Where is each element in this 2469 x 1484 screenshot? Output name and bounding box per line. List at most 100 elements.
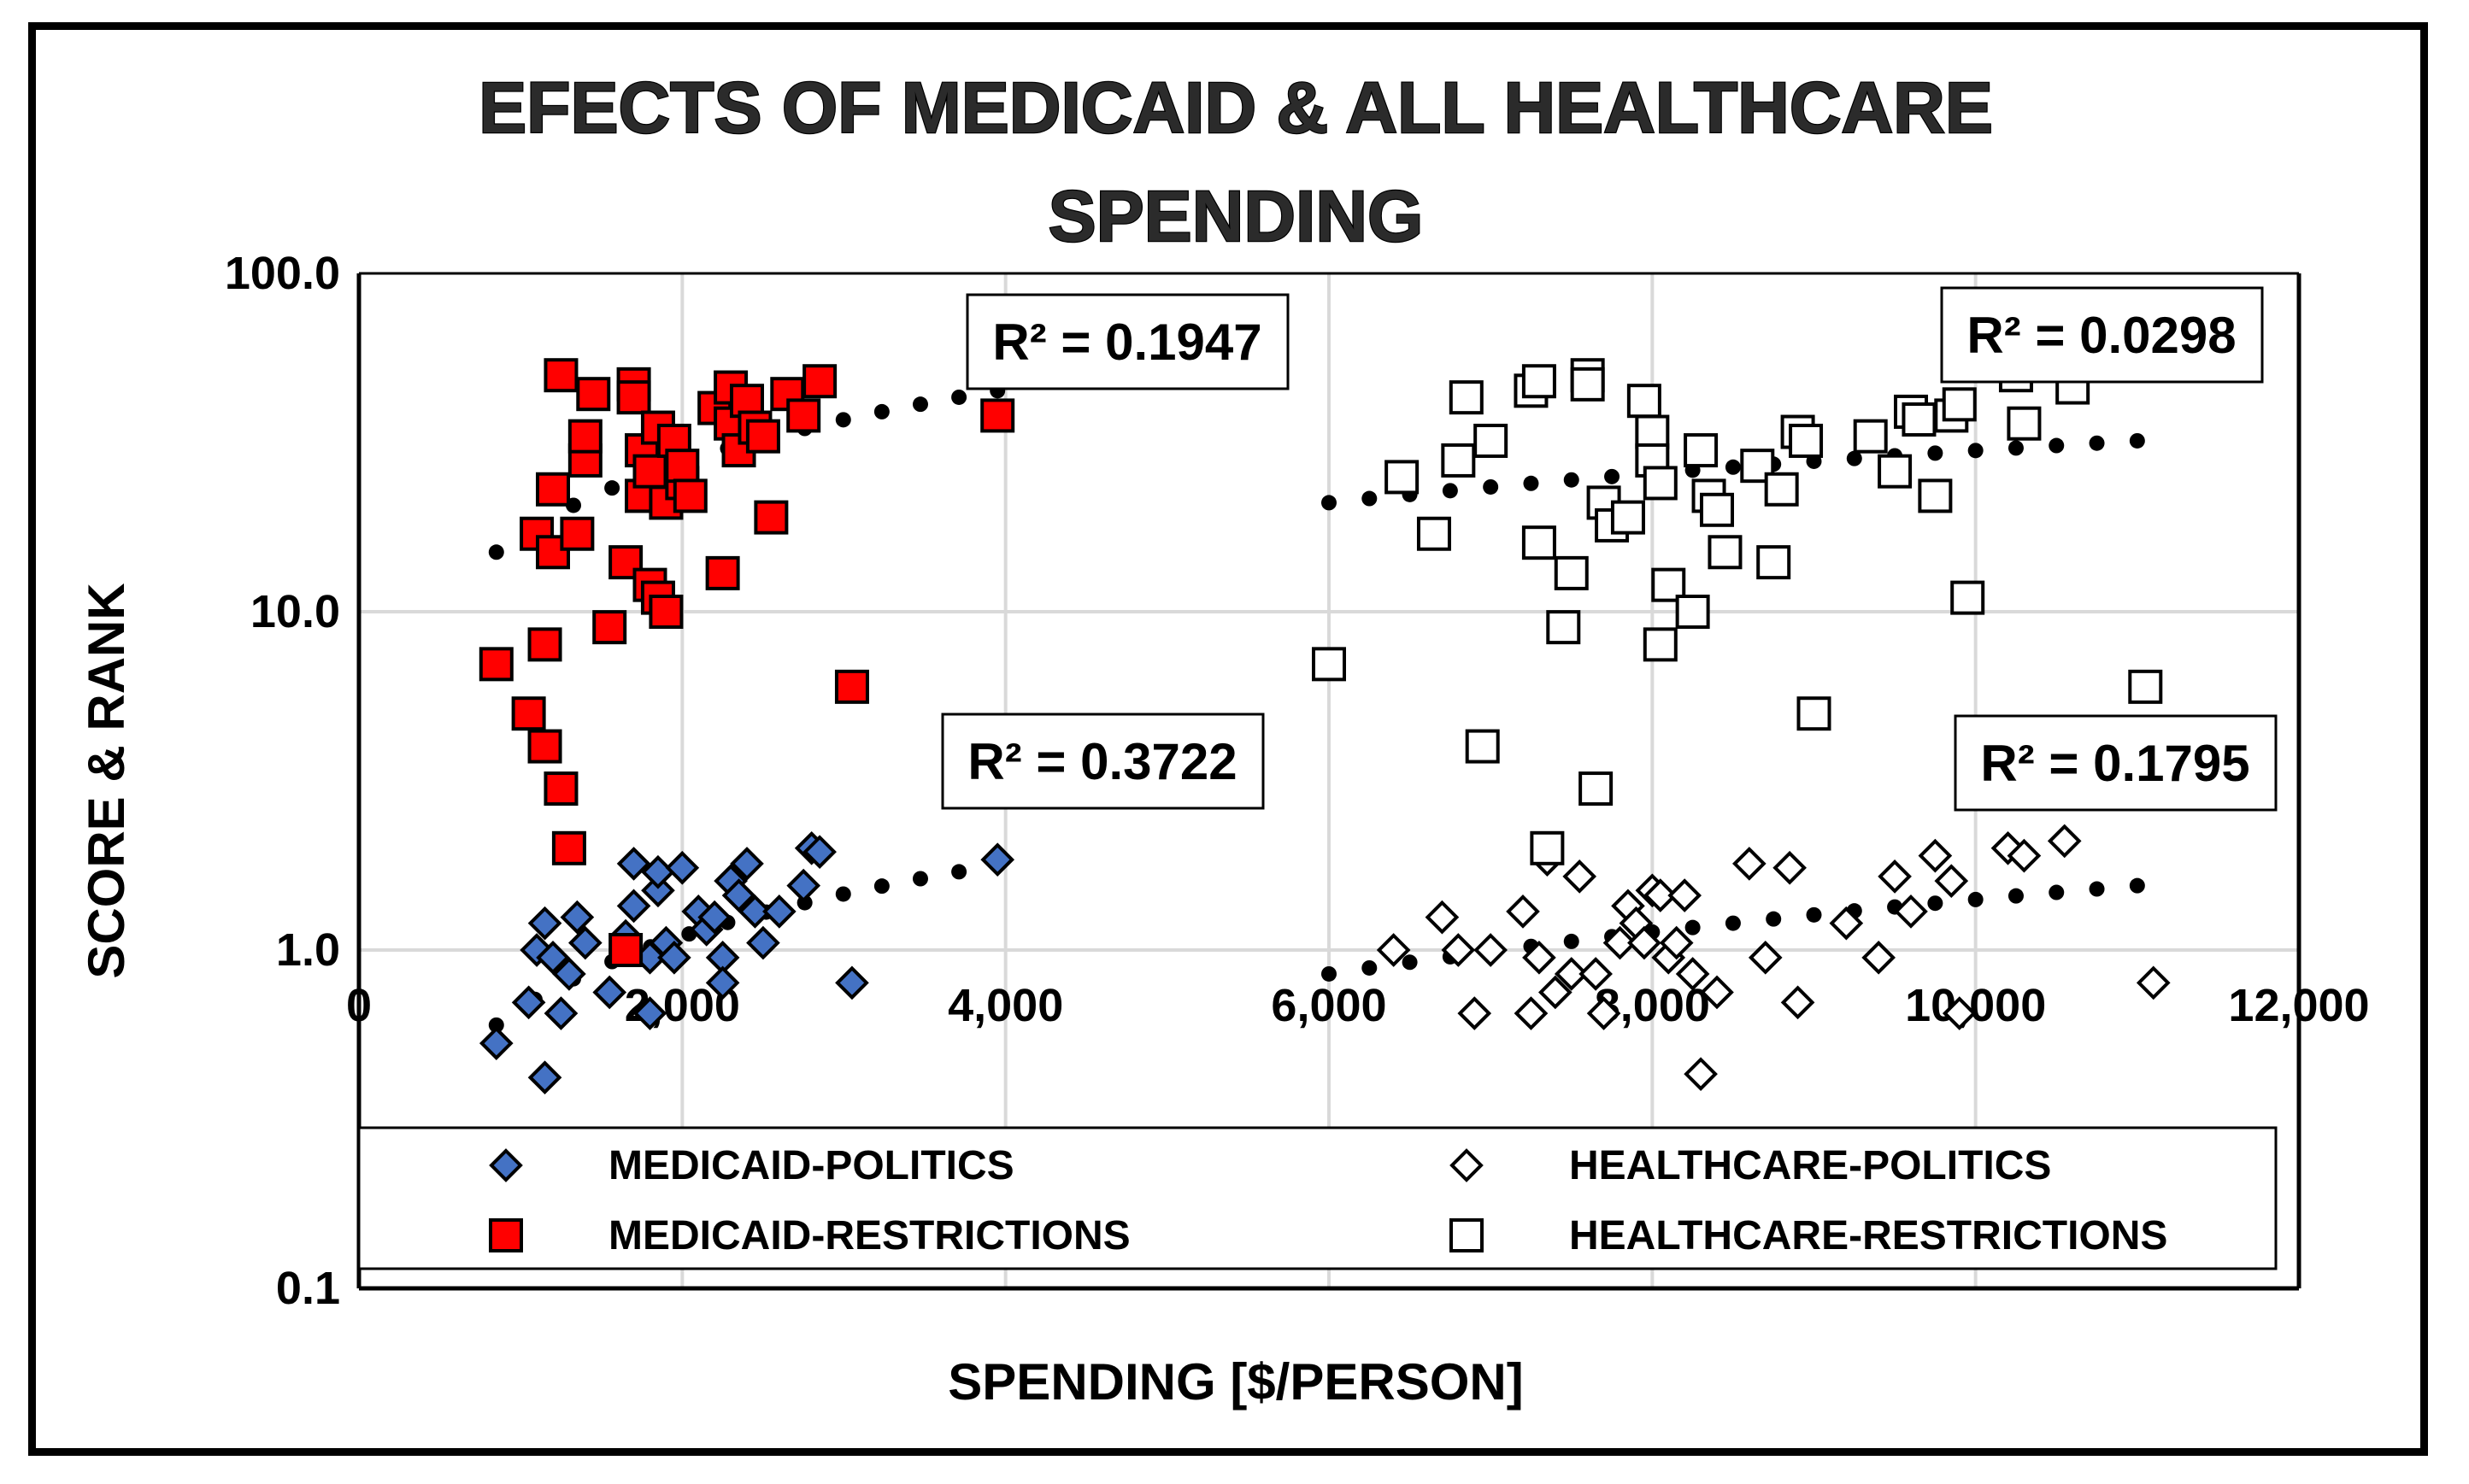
point-medicaid-politics [746,925,780,960]
point-medicaid-restrictions [560,516,595,551]
point-healthcare-politics [1700,975,1734,1010]
point-medicaid-politics [802,835,837,869]
point-healthcare-politics [1878,859,1912,894]
point-healthcare-restrictions [1643,466,1678,501]
x-tick-label: 4,000 [948,980,1063,1031]
r2-label-medicaid-politics: R² = 0.3722 [967,733,1237,790]
point-healthcare-politics [1861,940,1896,975]
point-healthcare-politics [1425,900,1460,935]
legend-marker-medicaid-politics [489,1148,523,1182]
y-tick-label: 0.1 [276,1263,340,1314]
trendline-healthcare-restrictions-dot [1846,450,1862,466]
point-medicaid-restrictions [511,696,546,731]
trendline-healthcare-restrictions-dot [1361,490,1378,507]
r2-box-healthcare-restrictions: R² = 0.0298 [1940,286,2264,384]
point-medicaid-restrictions [567,419,603,454]
trendline-healthcare-restrictions-dot [2129,432,2145,449]
point-medicaid-restrictions [786,398,821,433]
point-healthcare-restrictions [1878,454,1913,489]
point-healthcare-restrictions [1384,460,1420,495]
point-medicaid-politics [479,1026,514,1061]
point-healthcare-restrictions [1635,414,1670,449]
point-healthcare-politics [1942,996,1977,1030]
point-medicaid-restrictions [536,472,570,507]
trendline-healthcare-restrictions-dot [1927,445,1943,461]
trendline-healthcare-politics-dot [2129,877,2145,894]
legend-label-medicaid-politics: MEDICAID-POLITICS [608,1143,1014,1188]
r2-label-healthcare-restrictions: R² = 0.0298 [1966,307,2236,364]
point-healthcare-politics [1441,933,1476,967]
point-medicaid-politics [616,847,651,881]
point-medicaid-politics [980,842,1015,877]
trendline-healthcare-politics-dot [2008,888,2024,904]
y-tick-label: 10.0 [250,586,340,637]
point-healthcare-restrictions [1610,500,1645,535]
point-healthcare-politics [1627,925,1661,960]
point-medicaid-politics [762,895,797,929]
point-medicaid-politics [835,965,869,1000]
legend-label-healthcare-restrictions: HEALTHCARE-RESTRICTIONS [1569,1213,2167,1258]
trendline-healthcare-politics-dot [1967,891,1984,907]
point-medicaid-politics [552,957,586,991]
point-medicaid-politics [544,996,579,1030]
point-medicaid-restrictions [544,358,579,393]
trendline-healthcare-restrictions-dot [2089,435,2105,451]
trendline-medicaid-politics-dot [873,878,890,895]
point-healthcare-politics [1473,933,1508,967]
trendline-healthcare-politics-dot [2089,881,2105,897]
marker-layer [479,358,2171,1095]
point-medicaid-restrictions [576,377,611,412]
r2-box-medicaid-politics: R² = 0.3722 [941,713,1265,810]
point-healthcare-restrictions [1708,535,1743,570]
trendline-medicaid-politics-dot [912,871,928,887]
point-healthcare-restrictions [1521,525,1556,560]
point-healthcare-politics [1732,847,1767,881]
y-tick-label: 100.0 [225,248,340,299]
point-healthcare-politics [1522,940,1556,975]
r2-box-medicaid-politics-border [941,713,1265,810]
point-healthcare-politics [1667,878,1702,912]
point-healthcare-restrictions [1578,771,1614,807]
point-medicaid-politics [657,940,691,975]
trendline-healthcare-politics-dot [1766,911,1782,927]
legend-label-healthcare-politics: HEALTHCARE-POLITICS [1569,1143,2051,1188]
point-healthcare-restrictions [1473,423,1508,458]
x-axis-label: SPENDING [$/PERSON] [948,1353,1523,1411]
point-medicaid-restrictions [705,555,740,590]
point-healthcare-restrictions [1530,830,1565,865]
point-healthcare-politics [1376,933,1411,967]
point-medicaid-restrictions [608,933,644,967]
chart-title-line-1: EFECTS OF MEDICAID & ALL HEALTHCARE [479,67,1993,148]
point-healthcare-politics [1684,1057,1718,1091]
trendline-healthcare-restrictions-dot [1442,483,1458,499]
point-medicaid-politics [536,940,570,975]
point-medicaid-restrictions [802,364,838,399]
point-healthcare-politics [2007,838,2042,873]
legend-marker-healthcare-restrictions [1449,1218,1484,1252]
point-medicaid-restrictions [745,419,780,454]
trendline-medicaid-politics-dot [835,886,851,902]
trendline-healthcare-politics-dot [1321,965,1337,982]
point-medicaid-politics [592,975,627,1010]
trendline-healthcare-restrictions-dot [1321,495,1337,511]
point-healthcare-restrictions [1942,387,1977,422]
point-medicaid-politics [730,847,764,881]
point-healthcare-restrictions [1643,627,1678,662]
tick-layer: 02,0004,0006,0008,00010,00012,0000.11.01… [225,248,2370,1314]
point-medicaid-restrictions [665,449,700,484]
point-medicaid-politics [632,996,667,1030]
point-medicaid-restrictions [673,478,708,513]
point-healthcare-politics [1457,996,1492,1030]
point-healthcare-restrictions [1521,364,1556,399]
r2-box-healthcare-restrictions-border [1940,286,2264,384]
trendline-healthcare-restrictions-dot [1563,472,1579,488]
point-healthcare-politics [1780,985,1815,1020]
trendline-healthcare-politics-dot [1402,954,1418,971]
trendline-medicaid-restrictions-dot [488,544,504,560]
point-healthcare-politics [2136,965,2171,1000]
point-medicaid-politics [697,900,732,935]
point-healthcare-politics [1934,864,1969,898]
point-healthcare-politics [1514,996,1549,1030]
trendline-healthcare-restrictions-dot [2049,437,2065,454]
point-medicaid-politics [786,868,821,903]
